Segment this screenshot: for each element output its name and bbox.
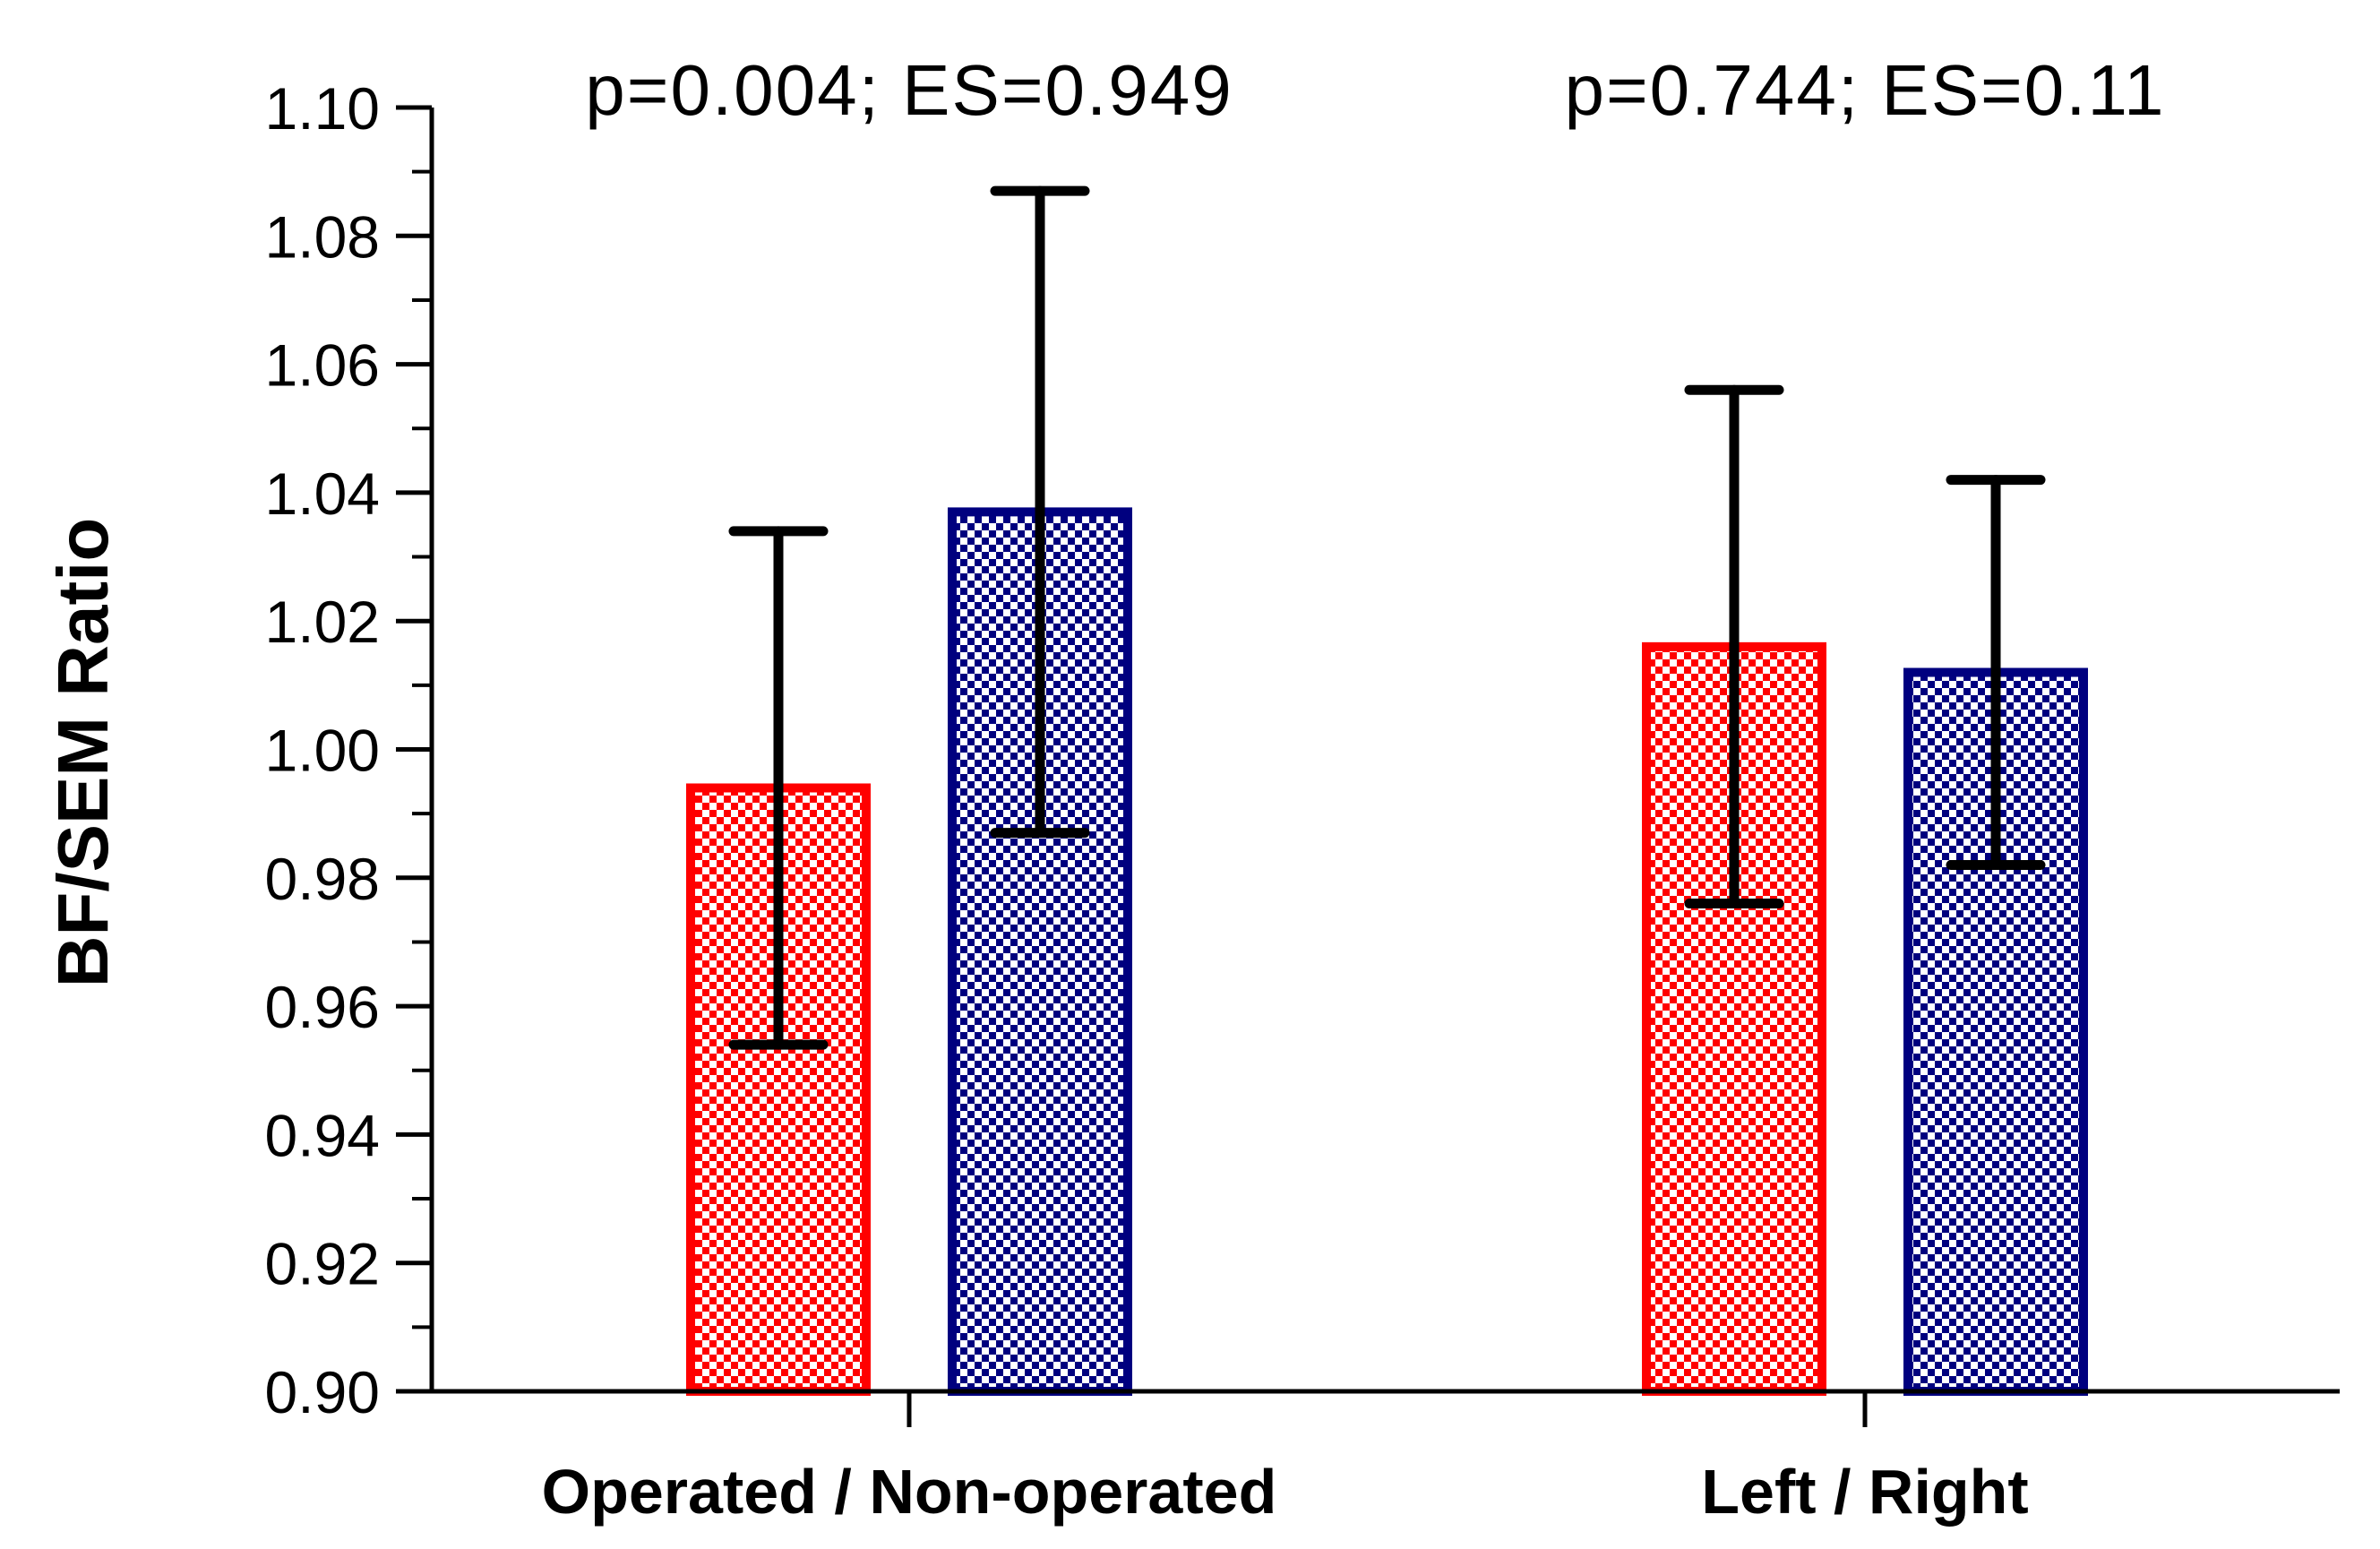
axes-layer: [396, 105, 2340, 1427]
y-tick-label: 0.94: [265, 1102, 380, 1168]
y-tick-label: 1.00: [265, 718, 380, 784]
x-category-label: Left / Right: [1701, 1457, 2028, 1527]
y-tick-label: 0.98: [265, 846, 380, 912]
text-layer: 0.90 0.92 0.94 0.96 0.98 1.00 1.02 1.04 1.06 1.08…: [265, 50, 2165, 1527]
bars-layer: [686, 507, 2088, 1396]
error-bars-layer: [728, 185, 2046, 1050]
y-tick-label: 0.96: [265, 974, 380, 1040]
error-bar-series1-0: [728, 526, 829, 1050]
bar-series2-1: [1903, 667, 2088, 1396]
y-tick-label: 1.10: [265, 75, 380, 142]
y-tick-label: 1.02: [265, 589, 380, 655]
y-tick-label: 1.08: [265, 203, 380, 270]
error-bar-series2-1: [1946, 475, 2046, 870]
y-tick-label: 1.04: [265, 460, 380, 527]
significance-annotation: p=0.744; ES=0.11: [1564, 50, 2165, 130]
error-bar-series1-1: [1684, 384, 1784, 908]
y-tick-label: 0.92: [265, 1231, 380, 1297]
error-bar-series2-0: [990, 185, 1090, 839]
significance-annotation: p=0.004; ES=0.949: [585, 50, 1233, 130]
x-category-label: Operated / Non-operated: [542, 1457, 1277, 1527]
y-tick-label: 1.06: [265, 332, 380, 399]
y-axis-title: BF/SEM Ratio: [43, 518, 123, 987]
y-tick-label: 0.90: [265, 1359, 380, 1425]
